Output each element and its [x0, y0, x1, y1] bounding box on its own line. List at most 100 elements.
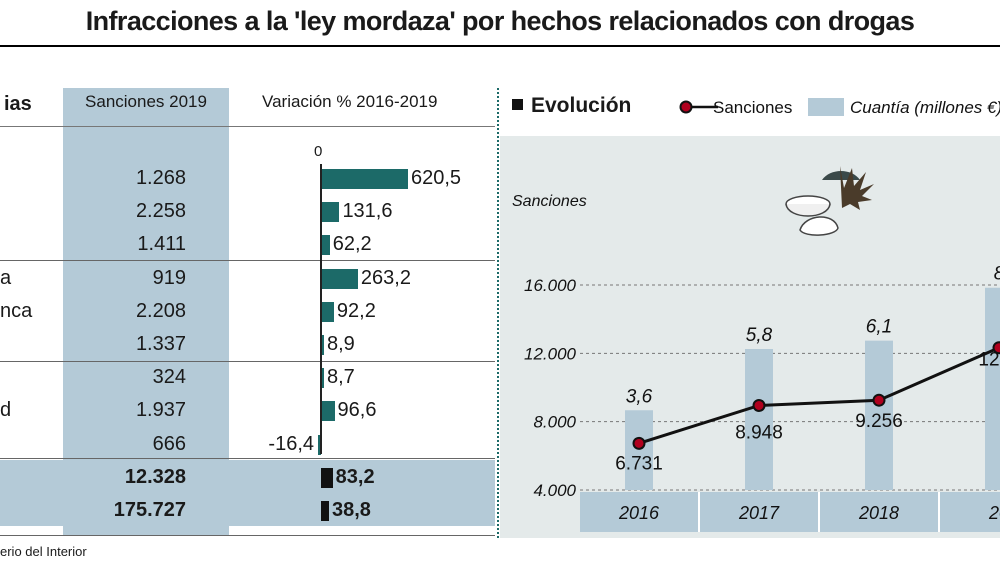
table-row: a 919 263,2 — [0, 261, 495, 294]
variacion-label: 83,2 — [335, 466, 375, 488]
total-row: 12.328 83,2 — [0, 460, 495, 493]
evolution-chart: Sanciones Cuantía (millones €) Sanciones 16… — [512, 98, 1000, 532]
variacion-label: -16,4 — [268, 432, 314, 455]
sanciones-value: 324 — [152, 366, 186, 389]
sanciones-label: 9.256 — [855, 411, 903, 432]
evolution-title-text: Evolución — [531, 94, 632, 117]
variacion-label: 8,7 — [327, 366, 355, 389]
x-tick-label: 20 — [988, 503, 1000, 523]
variacion-label: 8,9 — [327, 333, 355, 355]
table-row: 666 -16,4 — [0, 427, 495, 460]
sanciones-value: 1.937 — [135, 399, 186, 422]
y-tick-label: 4.000 — [533, 481, 576, 500]
header-rule — [0, 126, 495, 127]
sanciones-value: 1.337 — [135, 333, 186, 355]
variacion-label: 38,8 — [332, 499, 371, 521]
cuantia-bar — [745, 348, 773, 490]
y-tick-label: 16.000 — [524, 276, 577, 295]
table-panel: ias Sanciones 2019 Variación % 2016-2019… — [0, 88, 495, 538]
source-note: erio del Interior — [0, 544, 87, 559]
variacion-bar — [321, 335, 324, 355]
variacion-label: 92,2 — [336, 299, 376, 322]
sanciones-value: 12.328 — [124, 466, 186, 488]
variacion-bar — [321, 501, 329, 521]
title-square-icon — [512, 99, 523, 110]
variacion-label: 263,2 — [360, 266, 411, 289]
sanciones-point — [752, 398, 766, 412]
table-row: nca 2.208 92,2 — [0, 294, 495, 327]
title-rule — [0, 45, 1000, 47]
variacion-label: 96,6 — [337, 399, 377, 422]
group-separator — [0, 361, 495, 362]
table-row: 324 8,7 — [0, 360, 495, 393]
header-sanciones-2019: Sanciones 2019 — [85, 92, 207, 111]
sanciones-label: 12 — [978, 350, 999, 371]
cuantia-label: 3,6 — [626, 386, 653, 407]
legend-cuantia: Cuantía (millones €) — [850, 98, 1000, 117]
powder-icon — [799, 216, 839, 236]
variacion-bar — [321, 468, 333, 488]
y-tick-label: 8.000 — [533, 413, 576, 432]
variacion-label: 131,6 — [342, 200, 393, 223]
row-label-fragment: d — [0, 399, 12, 422]
variacion-label: 62,2 — [332, 233, 372, 256]
sanciones-value: 2.258 — [135, 200, 186, 223]
legend-point-marker — [679, 100, 693, 114]
cuantia-bar — [985, 287, 1000, 490]
row-label-fragment: nca — [0, 299, 33, 322]
y-axis-title: Sanciones — [512, 193, 587, 210]
cuantia-label: 8 — [994, 264, 1000, 285]
group-separator — [0, 458, 495, 459]
zero-axis-label: 0 — [314, 143, 323, 160]
sanciones-point — [632, 436, 646, 450]
x-tick-label: 2018 — [858, 503, 899, 523]
variacion-bar — [318, 434, 321, 455]
sanciones-value: 175.727 — [113, 499, 186, 521]
cuantia-bar — [625, 410, 653, 490]
bowl-body-icon — [785, 203, 831, 217]
total-row: 175.727 38,8 — [0, 493, 495, 526]
cannabis-leaf-icon — [840, 166, 874, 210]
variacion-bar — [321, 401, 335, 422]
variacion-bar — [321, 268, 358, 289]
group-separator — [0, 260, 495, 261]
sanciones-value: 1.411 — [137, 233, 186, 256]
sanciones-value: 666 — [152, 432, 186, 455]
cuantia-bar — [865, 340, 893, 490]
legend-sanciones: Sanciones — [713, 98, 792, 117]
x-axis-band — [580, 492, 1000, 532]
header-fragment: ias — [4, 93, 32, 115]
sanciones-value: 1.268 — [135, 167, 186, 189]
header-variacion: Variación % 2016-2019 — [262, 92, 438, 111]
sanciones-value: 2.208 — [135, 299, 186, 322]
sanciones-value: 919 — [152, 266, 186, 289]
table-row: d 1.937 96,6 — [0, 393, 495, 426]
variacion-bar — [321, 301, 334, 322]
variacion-label: 620,5 — [411, 167, 462, 189]
y-tick-label: 12.000 — [524, 344, 577, 363]
cuantia-label: 5,8 — [746, 325, 773, 346]
evolution-panel: Evolución Sanciones Cuantía (millones €) S… — [500, 88, 1000, 538]
table-row: 1.268 620,5 — [0, 161, 495, 194]
x-tick-label: 2017 — [738, 503, 780, 523]
x-tick-label: 2016 — [618, 503, 660, 523]
legend-bar-swatch — [808, 98, 844, 116]
sanciones-point — [992, 341, 1000, 355]
table-row: 1.411 62,2 — [0, 227, 495, 260]
panel-divider — [497, 88, 499, 538]
table-row: 2.258 131,6 — [0, 194, 495, 227]
cuantia-label: 6,1 — [866, 317, 892, 338]
zero-axis-line — [320, 164, 322, 454]
variacion-bar — [321, 235, 330, 256]
chart-title: Infracciones a la 'ley mordaza' por hech… — [85, 6, 915, 36]
sanciones-label: 8.948 — [735, 422, 783, 443]
sanciones-point — [872, 393, 886, 407]
variacion-bar — [321, 169, 408, 189]
variacion-bar — [321, 202, 340, 223]
sanciones-label: 6.731 — [615, 453, 663, 474]
variacion-bar — [321, 368, 324, 389]
table-row: 1.337 8,9 — [0, 327, 495, 360]
row-label-fragment: a — [0, 266, 12, 289]
table-bottom-rule — [0, 535, 495, 536]
sanciones-line — [638, 346, 1000, 445]
